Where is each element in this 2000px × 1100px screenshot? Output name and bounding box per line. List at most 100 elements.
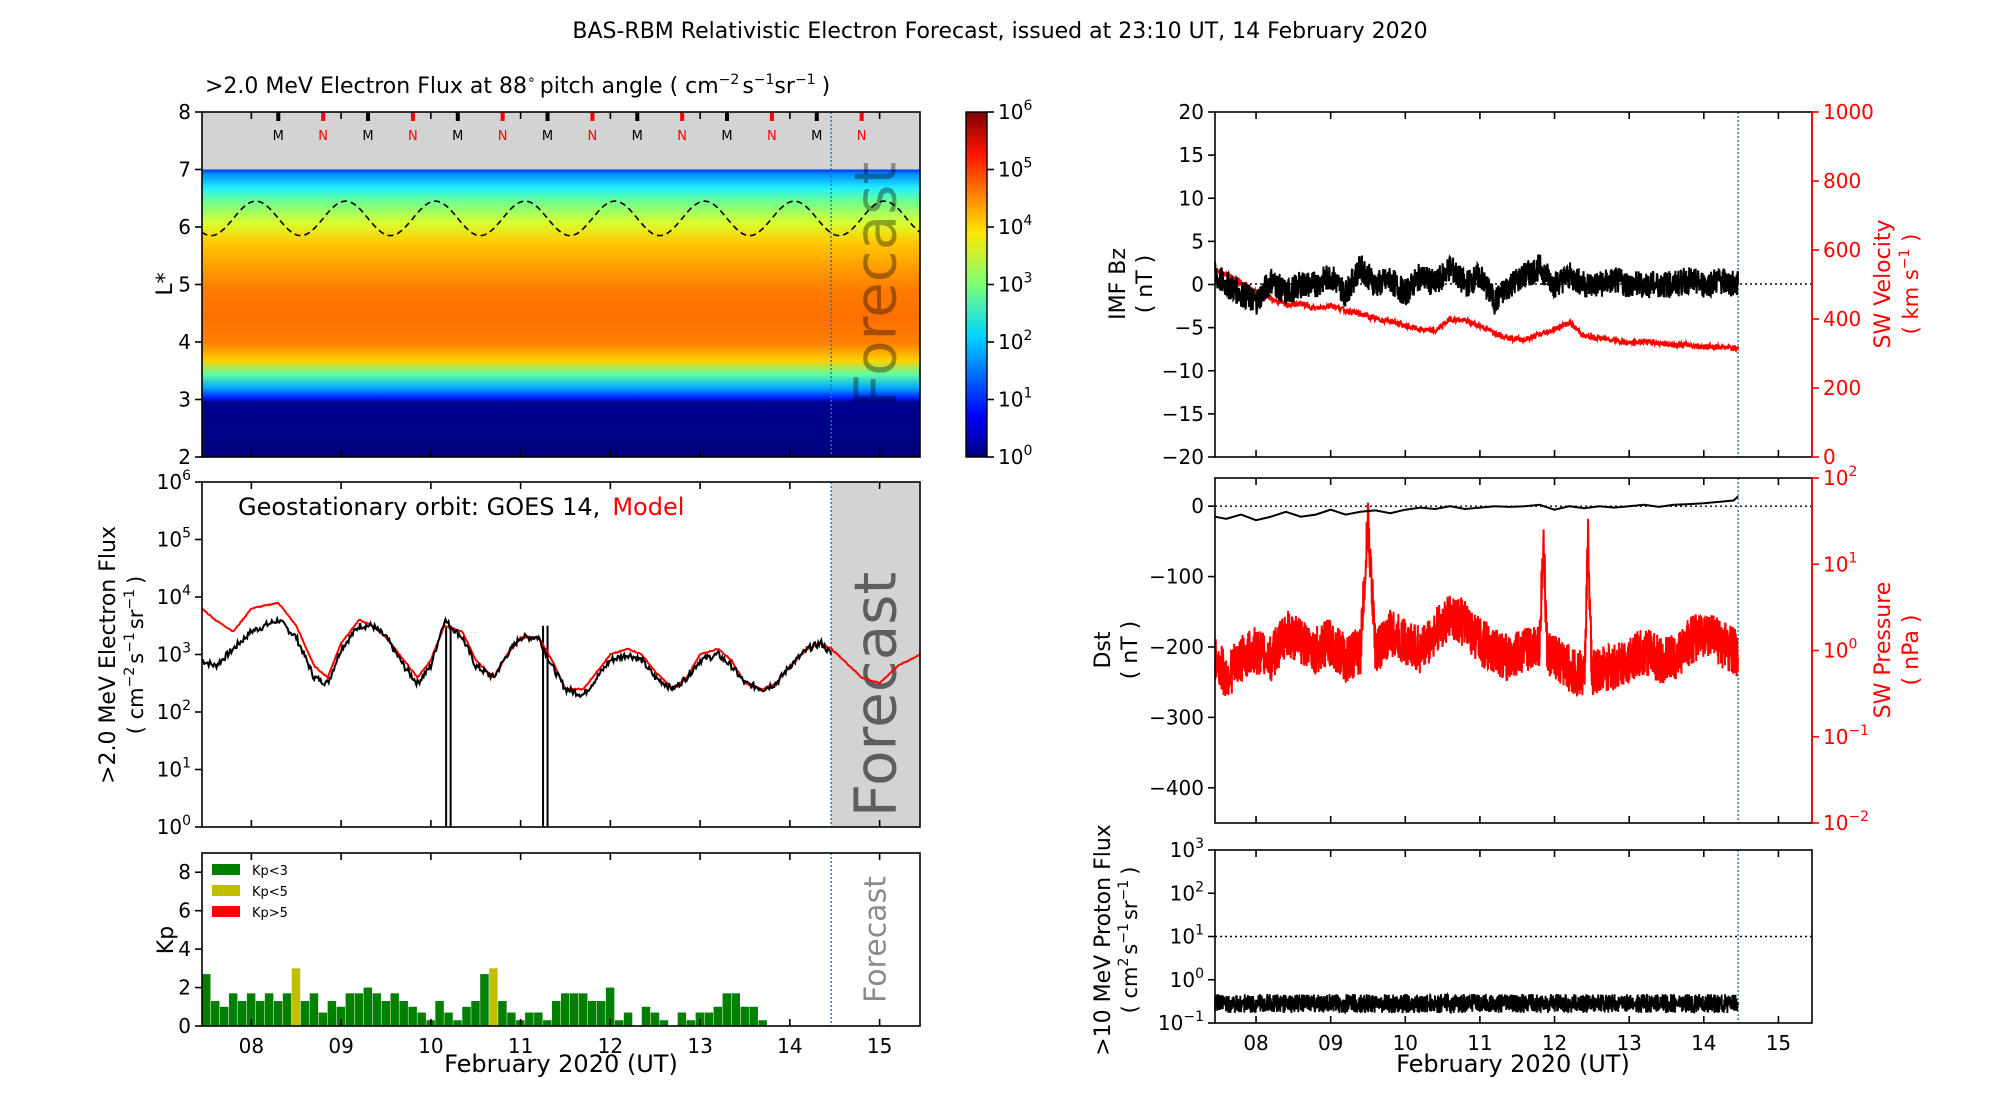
forecast-watermark: Forecast bbox=[842, 162, 910, 407]
x-tick-label: 14 bbox=[1691, 1031, 1716, 1055]
kp-bar bbox=[578, 993, 588, 1026]
kp-bar bbox=[569, 993, 579, 1026]
y-tick-label: −20 bbox=[1162, 445, 1204, 469]
kp-panel: Forecast 0 2 4 6 8 08 09 10 11 12 13 14 15 Kp Febru… bbox=[154, 852, 921, 1078]
kp-bar bbox=[677, 1012, 687, 1026]
imf-ylabel: IMF Bz bbox=[1106, 248, 1131, 320]
legend-label-kp-mid: Kp<5 bbox=[252, 885, 288, 900]
forecast-watermark: Forecast bbox=[842, 572, 910, 817]
dst-ylabel-unit: ( nT ) bbox=[1118, 621, 1143, 680]
kp-bar bbox=[749, 1006, 758, 1026]
x-tick-label: 09 bbox=[1318, 1031, 1343, 1055]
y-tick-label: 101 bbox=[157, 756, 191, 782]
y-tick-label: 101 bbox=[1170, 923, 1204, 949]
apogee-label: M bbox=[542, 129, 553, 144]
kp-bar bbox=[228, 993, 238, 1026]
kp-bar bbox=[462, 1006, 471, 1026]
kp-bar bbox=[363, 987, 373, 1026]
forecast-region bbox=[831, 482, 920, 827]
colorbar-tick-label: 100 bbox=[998, 443, 1032, 469]
kp-bar bbox=[237, 1001, 247, 1026]
kp-bar bbox=[309, 993, 319, 1026]
x-tick-label: 13 bbox=[1616, 1031, 1641, 1055]
pressure-right-axis: 10−2 10−1 100 101 102 bbox=[1812, 464, 1869, 835]
flux-map-ylabel: L* bbox=[153, 272, 178, 295]
apogee-label: M bbox=[273, 129, 284, 144]
dst-x-ticks bbox=[1255, 478, 1780, 823]
kp-bar bbox=[659, 1020, 669, 1026]
kp-bar bbox=[507, 1012, 516, 1026]
kp-bar bbox=[318, 1012, 328, 1026]
figure-title: BAS-RBM Relativistic Electron Forecast, … bbox=[572, 19, 1427, 44]
colorbar-tick-label: 105 bbox=[998, 156, 1032, 182]
y-tick-label: 102 bbox=[1823, 464, 1857, 490]
y-tick-label: 104 bbox=[157, 583, 191, 609]
legend-label-kp-low: Kp<3 bbox=[252, 864, 288, 879]
kp-frame bbox=[201, 852, 921, 1027]
x-tick-label: 14 bbox=[777, 1034, 802, 1058]
kp-bar bbox=[354, 993, 364, 1026]
y-tick-label: 5 bbox=[178, 273, 191, 297]
y-tick-label: 4 bbox=[178, 330, 191, 354]
kp-bar bbox=[381, 1001, 390, 1026]
kp-bar bbox=[219, 1006, 229, 1026]
apogee-label: M bbox=[452, 129, 463, 144]
y-tick-label: 105 bbox=[157, 526, 191, 552]
kp-bar bbox=[641, 1006, 651, 1026]
kp-bar bbox=[471, 1001, 480, 1026]
x-tick-label: 11 bbox=[1467, 1031, 1492, 1055]
y-tick-label: 6 bbox=[178, 215, 191, 239]
x-tick-label: 12 bbox=[1542, 1031, 1567, 1055]
geo-flux-panel: Forecast Geostationary orbit: GOES 14, Mo… bbox=[96, 468, 921, 839]
colorbar: 100 101 102 103 104 105 106 bbox=[965, 98, 1032, 469]
imf-panel: −20 −15 −10 −5 0 5 10 15 20 0 200 400 600 800 1000 IM… bbox=[1106, 100, 1923, 469]
y-tick-label: 101 bbox=[1823, 550, 1857, 576]
kp-bar bbox=[534, 1012, 543, 1026]
goes-dropouts bbox=[445, 625, 549, 827]
kp-bar bbox=[758, 1020, 767, 1026]
colorbar-tick-label: 102 bbox=[998, 328, 1032, 354]
y-tick-label: 100 bbox=[1170, 966, 1204, 992]
kp-bar bbox=[480, 974, 489, 1026]
apogee-label: M bbox=[811, 129, 822, 144]
y-tick-label: −200 bbox=[1149, 635, 1204, 659]
kp-bar bbox=[605, 987, 615, 1026]
proton-flux-line bbox=[1214, 991, 1739, 1016]
geo-flux-title: Geostationary orbit: GOES 14, Model bbox=[238, 493, 684, 521]
kp-bar bbox=[489, 968, 498, 1026]
y-tick-label: 10−1 bbox=[1158, 1009, 1204, 1035]
x-tick-label: 10 bbox=[1393, 1031, 1418, 1055]
x-tick-label: 13 bbox=[687, 1034, 712, 1058]
kp-bar bbox=[255, 1001, 265, 1026]
kp-bar bbox=[498, 1001, 507, 1026]
y-tick-label: 10−1 bbox=[1823, 723, 1869, 749]
kp-bar bbox=[740, 1006, 749, 1026]
flux-map-heatmap bbox=[202, 112, 920, 457]
apogee-label: N bbox=[498, 129, 508, 144]
kp-bar bbox=[614, 1020, 624, 1026]
kp-bar bbox=[390, 993, 399, 1026]
x-tick-label: 12 bbox=[598, 1034, 623, 1058]
y-tick-label: 0 bbox=[178, 1014, 191, 1038]
kp-bar bbox=[713, 1006, 723, 1026]
imf-ylabel-unit: ( nT ) bbox=[1133, 255, 1158, 314]
y-tick-label: 600 bbox=[1823, 238, 1861, 262]
kp-bar bbox=[345, 993, 355, 1026]
y-tick-label: 400 bbox=[1823, 307, 1861, 331]
y-tick-label: 8 bbox=[178, 100, 191, 124]
sw-pressure-line bbox=[1214, 502, 1740, 698]
apogee-label: N bbox=[857, 129, 867, 144]
flux-map-title: >2.0 MeV Electron Flux at 88∘ pitch angle… bbox=[205, 72, 830, 99]
y-tick-label: −400 bbox=[1149, 776, 1204, 800]
kp-legend: Kp<3 Kp<5 Kp>5 bbox=[212, 864, 288, 921]
x-tick-label: 15 bbox=[1766, 1031, 1791, 1055]
kp-bar bbox=[282, 993, 292, 1026]
y-tick-label: 2 bbox=[178, 976, 191, 1000]
kp-bar bbox=[722, 993, 732, 1026]
y-tick-label: −100 bbox=[1149, 565, 1204, 589]
x-tick-label: 10 bbox=[418, 1034, 443, 1058]
kp-bar bbox=[336, 1006, 346, 1026]
y-tick-label: 0 bbox=[1191, 494, 1204, 518]
